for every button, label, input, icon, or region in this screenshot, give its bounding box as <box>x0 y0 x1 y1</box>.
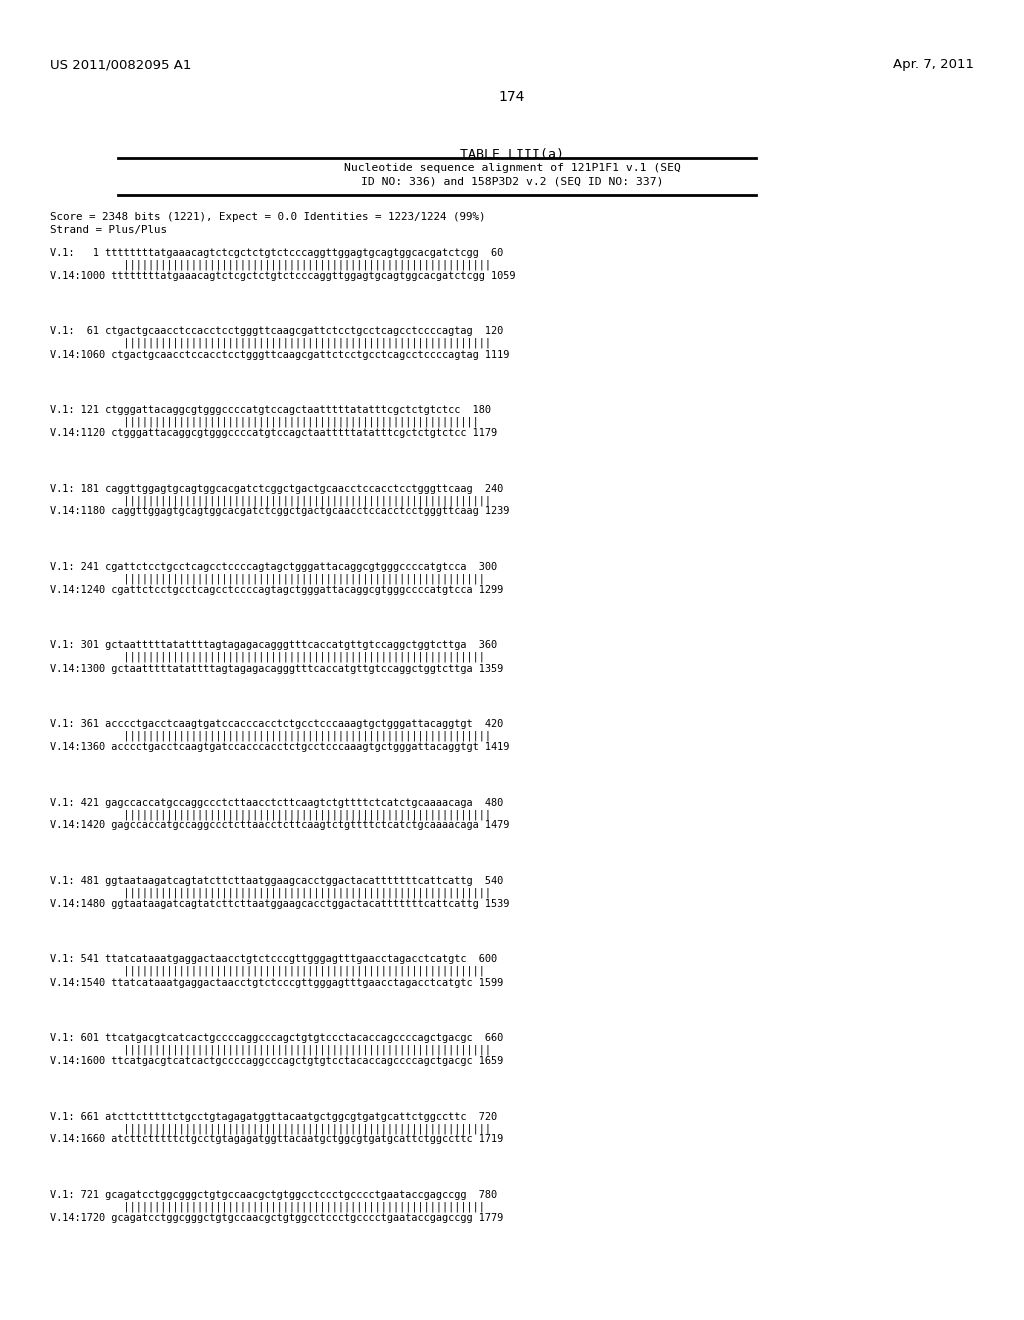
Text: V.1:  61 ctgactgcaacctccacctcctgggttcaagcgattctcctgcctcagcctccccagtag  120: V.1: 61 ctgactgcaacctccacctcctgggttcaagc… <box>50 326 503 337</box>
Text: ||||||||||||||||||||||||||||||||||||||||||||||||||||||||||||: ||||||||||||||||||||||||||||||||||||||||… <box>50 495 490 506</box>
Text: ||||||||||||||||||||||||||||||||||||||||||||||||||||||||||||: ||||||||||||||||||||||||||||||||||||||||… <box>50 730 490 741</box>
Text: Nucleotide sequence alignment of 121P1F1 v.1 (SEQ: Nucleotide sequence alignment of 121P1F1… <box>344 162 680 173</box>
Text: |||||||||||||||||||||||||||||||||||||||||||||||||||||||||||: ||||||||||||||||||||||||||||||||||||||||… <box>50 966 485 977</box>
Text: V.1: 541 ttatcataaatgaggactaacctgtctcccgttgggagtttgaacctagacctcatgtc  600: V.1: 541 ttatcataaatgaggactaacctgtctcccg… <box>50 954 497 965</box>
Text: V.14:1360 acccctgacctcaagtgatccacccacctctgcctcccaaagtgctgggattacaggtgt 1419: V.14:1360 acccctgacctcaagtgatccacccacctc… <box>50 742 509 752</box>
Text: 174: 174 <box>499 90 525 104</box>
Text: V.1: 661 atcttctttttctgcctgtagagatggttacaatgctggcgtgatgcattctggccttc  720: V.1: 661 atcttctttttctgcctgtagagatggttac… <box>50 1111 497 1122</box>
Text: V.14:1660 atcttctttttctgcctgtagagatggttacaatgctggcgtgatgcattctggccttc 1719: V.14:1660 atcttctttttctgcctgtagagatggtta… <box>50 1134 503 1144</box>
Text: ||||||||||||||||||||||||||||||||||||||||||||||||||||||||||||: ||||||||||||||||||||||||||||||||||||||||… <box>50 338 490 348</box>
Text: V.14:1180 caggttggagtgcagtggcacgatctcggctgactgcaacctccacctcctgggttcaag 1239: V.14:1180 caggttggagtgcagtggcacgatctcggc… <box>50 507 509 516</box>
Text: ||||||||||||||||||||||||||||||||||||||||||||||||||||||||||||: ||||||||||||||||||||||||||||||||||||||||… <box>50 809 490 820</box>
Text: |||||||||||||||||||||||||||||||||||||||||||||||||||||||||||: ||||||||||||||||||||||||||||||||||||||||… <box>50 1201 485 1212</box>
Text: V.1: 721 gcagatcctggcgggctgtgccaacgctgtggcctccctgcccctgaataccgagccgg  780: V.1: 721 gcagatcctggcgggctgtgccaacgctgtg… <box>50 1191 497 1200</box>
Text: V.1:   1 ttttttttatgaaacagtctcgctctgtctcccaggttggagtgcagtggcacgatctcgg  60: V.1: 1 ttttttttatgaaacagtctcgctctgtctccc… <box>50 248 503 257</box>
Text: ||||||||||||||||||||||||||||||||||||||||||||||||||||||||||||: ||||||||||||||||||||||||||||||||||||||||… <box>50 1044 490 1055</box>
Text: V.1: 481 ggtaataagatcagtatcttcttaatggaagcacctggactacatttttttcattcattg  540: V.1: 481 ggtaataagatcagtatcttcttaatggaag… <box>50 876 503 886</box>
Text: V.14:1060 ctgactgcaacctccacctcctgggttcaagcgattctcctgcctcagcctccccagtag 1119: V.14:1060 ctgactgcaacctccacctcctgggttcaa… <box>50 350 509 359</box>
Text: V.14:1480 ggtaataagatcagtatcttcttaatggaagcacctggactacatttttttcattcattg 1539: V.14:1480 ggtaataagatcagtatcttcttaatggaa… <box>50 899 509 909</box>
Text: V.14:1540 ttatcataaatgaggactaacctgtctcccgttgggagtttgaacctagacctcatgtc 1599: V.14:1540 ttatcataaatgaggactaacctgtctccc… <box>50 978 503 987</box>
Text: V.14:1240 cgattctcctgcctcagcctccccagtagctgggattacaggcgtgggccccatgtcca 1299: V.14:1240 cgattctcctgcctcagcctccccagtagc… <box>50 585 503 595</box>
Text: ||||||||||||||||||||||||||||||||||||||||||||||||||||||||||||: ||||||||||||||||||||||||||||||||||||||||… <box>50 1123 490 1134</box>
Text: V.14:1420 gagccaccatgccaggccctcttaacctcttcaagtctgttttctcatctgcaaaacaga 1479: V.14:1420 gagccaccatgccaggccctcttaacctct… <box>50 821 509 830</box>
Text: V.1: 361 acccctgacctcaagtgatccacccacctctgcctcccaaagtgctgggattacaggtgt  420: V.1: 361 acccctgacctcaagtgatccacccacctct… <box>50 719 503 729</box>
Text: US 2011/0082095 A1: US 2011/0082095 A1 <box>50 58 191 71</box>
Text: V.1: 181 caggttggagtgcagtggcacgatctcggctgactgcaacctccacctcctgggttcaag  240: V.1: 181 caggttggagtgcagtggcacgatctcggct… <box>50 483 503 494</box>
Text: V.14:1600 ttcatgacgtcatcactgccccaggcccagctgtgtcctacaccagccccagctgacgc 1659: V.14:1600 ttcatgacgtcatcactgccccaggcccag… <box>50 1056 503 1067</box>
Text: ||||||||||||||||||||||||||||||||||||||||||||||||||||||||||: ||||||||||||||||||||||||||||||||||||||||… <box>50 417 479 426</box>
Text: |||||||||||||||||||||||||||||||||||||||||||||||||||||||||||: ||||||||||||||||||||||||||||||||||||||||… <box>50 573 485 583</box>
Text: V.1: 301 gctaatttttatattttagtagagacagggtttcaccatgttgtccaggctggtcttga  360: V.1: 301 gctaatttttatattttagtagagacagggt… <box>50 640 497 651</box>
Text: Strand = Plus/Plus: Strand = Plus/Plus <box>50 224 167 235</box>
Text: TABLE LIII(a): TABLE LIII(a) <box>460 148 564 161</box>
Text: Apr. 7, 2011: Apr. 7, 2011 <box>893 58 974 71</box>
Text: V.1: 421 gagccaccatgccaggccctcttaacctcttcaagtctgttttctcatctgcaaaacaga  480: V.1: 421 gagccaccatgccaggccctcttaacctctt… <box>50 797 503 808</box>
Text: Score = 2348 bits (1221), Expect = 0.0 Identities = 1223/1224 (99%): Score = 2348 bits (1221), Expect = 0.0 I… <box>50 213 485 222</box>
Text: V.1: 241 cgattctcctgcctcagcctccccagtagctgggattacaggcgtgggccccatgtcca  300: V.1: 241 cgattctcctgcctcagcctccccagtagct… <box>50 562 497 572</box>
Text: V.14:1120 ctgggattacaggcgtgggccccatgtccagctaatttttatatttcgctctgtctcc 1179: V.14:1120 ctgggattacaggcgtgggccccatgtcca… <box>50 428 497 438</box>
Text: ||||||||||||||||||||||||||||||||||||||||||||||||||||||||||||: ||||||||||||||||||||||||||||||||||||||||… <box>50 887 490 898</box>
Text: V.1: 121 ctgggattacaggcgtgggccccatgtccagctaatttttatatttcgctctgtctcc  180: V.1: 121 ctgggattacaggcgtgggccccatgtccag… <box>50 405 490 414</box>
Text: ID NO: 336) and 158P3D2 v.2 (SEQ ID NO: 337): ID NO: 336) and 158P3D2 v.2 (SEQ ID NO: … <box>360 177 664 187</box>
Text: |||||||||||||||||||||||||||||||||||||||||||||||||||||||||||: ||||||||||||||||||||||||||||||||||||||||… <box>50 652 485 663</box>
Text: V.14:1300 gctaatttttatattttagtagagacagggtttcaccatgttgtccaggctggtcttga 1359: V.14:1300 gctaatttttatattttagtagagacaggg… <box>50 664 503 673</box>
Text: V.14:1720 gcagatcctggcgggctgtgccaacgctgtggcctccctgcccctgaataccgagccgg 1779: V.14:1720 gcagatcctggcgggctgtgccaacgctgt… <box>50 1213 503 1224</box>
Text: V.14:1000 ttttttttatgaaacagtctcgctctgtctcccaggttggagtgcagtggcacgatctcgg 1059: V.14:1000 ttttttttatgaaacagtctcgctctgtct… <box>50 271 515 281</box>
Text: V.1: 601 ttcatgacgtcatcactgccccaggcccagctgtgtccctacaccagccccagctgacgc  660: V.1: 601 ttcatgacgtcatcactgccccaggcccagc… <box>50 1034 503 1043</box>
Text: ||||||||||||||||||||||||||||||||||||||||||||||||||||||||||||: ||||||||||||||||||||||||||||||||||||||||… <box>50 260 490 271</box>
